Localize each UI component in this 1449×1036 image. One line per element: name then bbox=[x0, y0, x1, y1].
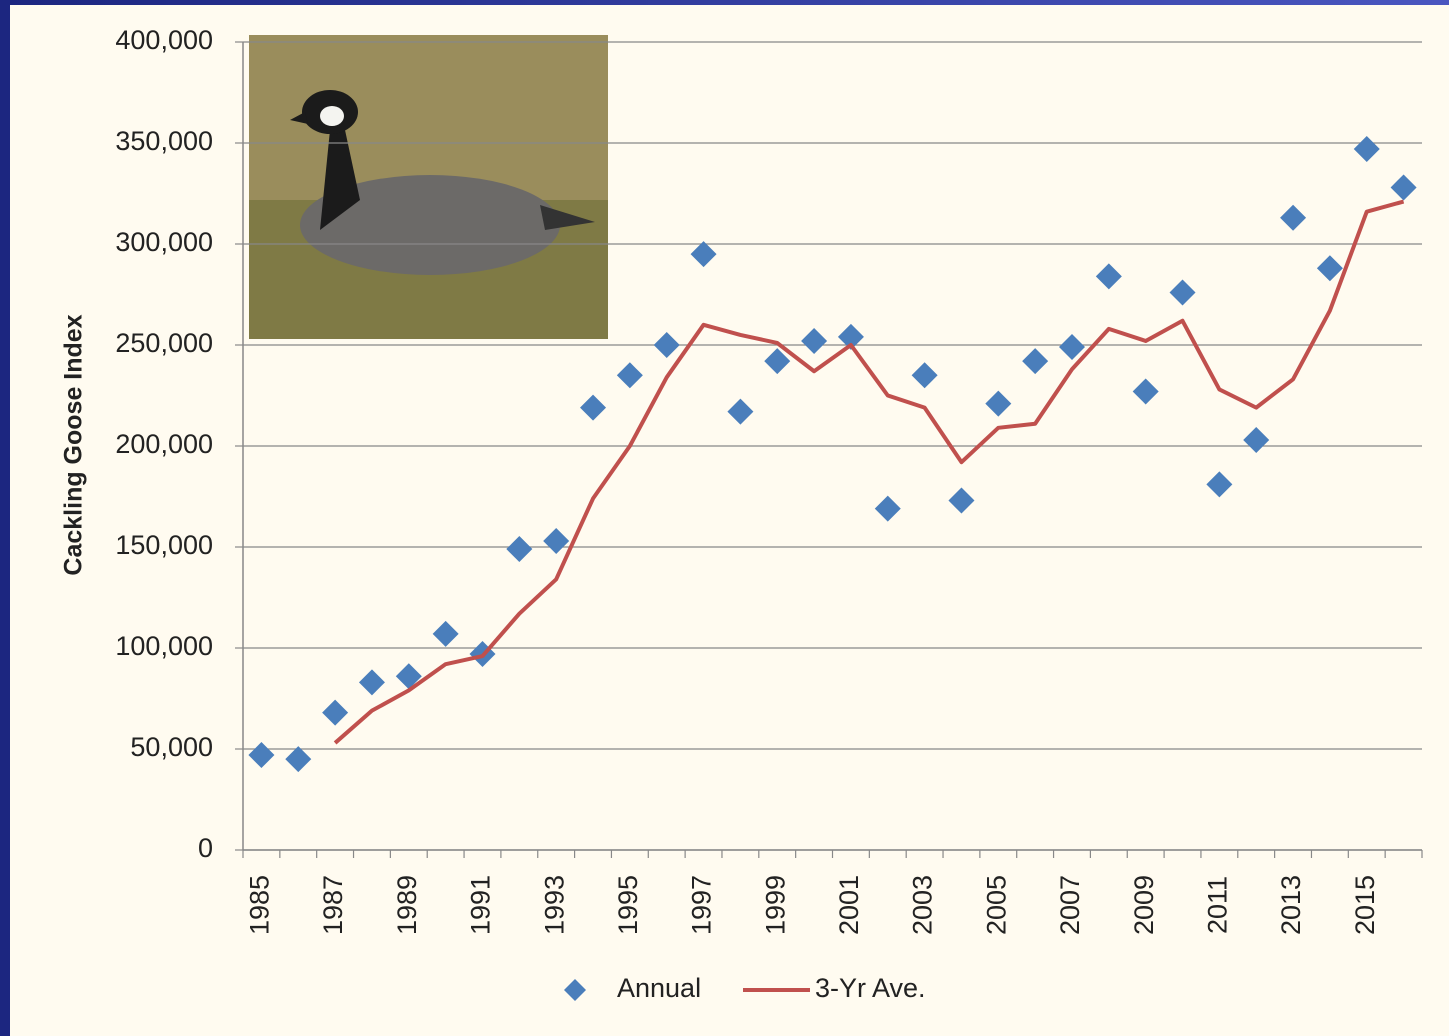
point bbox=[285, 746, 312, 773]
line bbox=[333, 199, 1405, 745]
point bbox=[248, 742, 275, 769]
point bbox=[1095, 263, 1122, 290]
legend-label: Annual bbox=[617, 973, 701, 1003]
y-tick-label: 50,000 bbox=[130, 732, 213, 762]
point bbox=[543, 527, 570, 554]
y-tick-label: 250,000 bbox=[115, 328, 213, 358]
x-tick-label: 2005 bbox=[981, 875, 1011, 935]
point bbox=[911, 362, 938, 389]
y-tick-label: 100,000 bbox=[115, 631, 213, 661]
x-tick-label: 1993 bbox=[539, 875, 569, 935]
point bbox=[506, 536, 533, 563]
point bbox=[690, 241, 717, 268]
y-tick-label: 200,000 bbox=[115, 429, 213, 459]
point bbox=[1316, 255, 1343, 282]
point bbox=[653, 332, 680, 358]
point bbox=[1169, 279, 1196, 306]
point bbox=[727, 398, 754, 425]
point bbox=[948, 487, 975, 514]
y-tick-label: 0 bbox=[198, 833, 213, 863]
legend-marker bbox=[564, 979, 586, 1001]
x-tick-label: 1997 bbox=[687, 875, 717, 935]
point bbox=[1206, 471, 1233, 498]
point bbox=[1022, 348, 1049, 375]
legend-label: 3-Yr Ave. bbox=[815, 973, 926, 1003]
point bbox=[1132, 378, 1159, 405]
x-tick-label: 2009 bbox=[1129, 875, 1159, 935]
point bbox=[616, 362, 643, 389]
point bbox=[801, 327, 828, 354]
x-tick-label: 1989 bbox=[392, 875, 422, 935]
point bbox=[985, 390, 1012, 417]
point bbox=[1353, 136, 1380, 163]
point bbox=[1058, 334, 1085, 361]
x-tick-label: 1995 bbox=[613, 875, 643, 935]
point bbox=[1280, 204, 1307, 231]
photo bbox=[249, 35, 608, 339]
y-tick-label: 350,000 bbox=[115, 126, 213, 156]
y-tick-label: 150,000 bbox=[115, 530, 213, 560]
point bbox=[1390, 174, 1417, 201]
x-tick-label: 1987 bbox=[318, 875, 348, 935]
x-tick-label: 1999 bbox=[760, 875, 790, 935]
x-tick-label: 2013 bbox=[1276, 875, 1306, 935]
x-tick-label: 2003 bbox=[908, 875, 938, 935]
point bbox=[358, 669, 385, 696]
x-tick-label: 2015 bbox=[1350, 875, 1380, 935]
point bbox=[1243, 426, 1270, 453]
x-tick-label: 2011 bbox=[1202, 876, 1232, 934]
point bbox=[432, 620, 459, 647]
y-axis-label: Cackling Goose Index bbox=[60, 314, 88, 575]
point bbox=[580, 394, 607, 421]
point bbox=[395, 663, 422, 690]
point bbox=[874, 495, 901, 522]
x-tick-label: 1991 bbox=[466, 875, 496, 935]
point bbox=[322, 699, 349, 726]
point bbox=[837, 323, 864, 350]
x-tick-label: 2007 bbox=[1055, 875, 1085, 935]
point bbox=[764, 348, 791, 375]
y-tick-label: 300,000 bbox=[115, 227, 213, 257]
x-tick-label: 2001 bbox=[834, 875, 864, 935]
x-tick-label: 1985 bbox=[245, 875, 275, 935]
chart-background bbox=[10, 5, 1449, 1036]
y-tick-label: 400,000 bbox=[115, 25, 213, 55]
